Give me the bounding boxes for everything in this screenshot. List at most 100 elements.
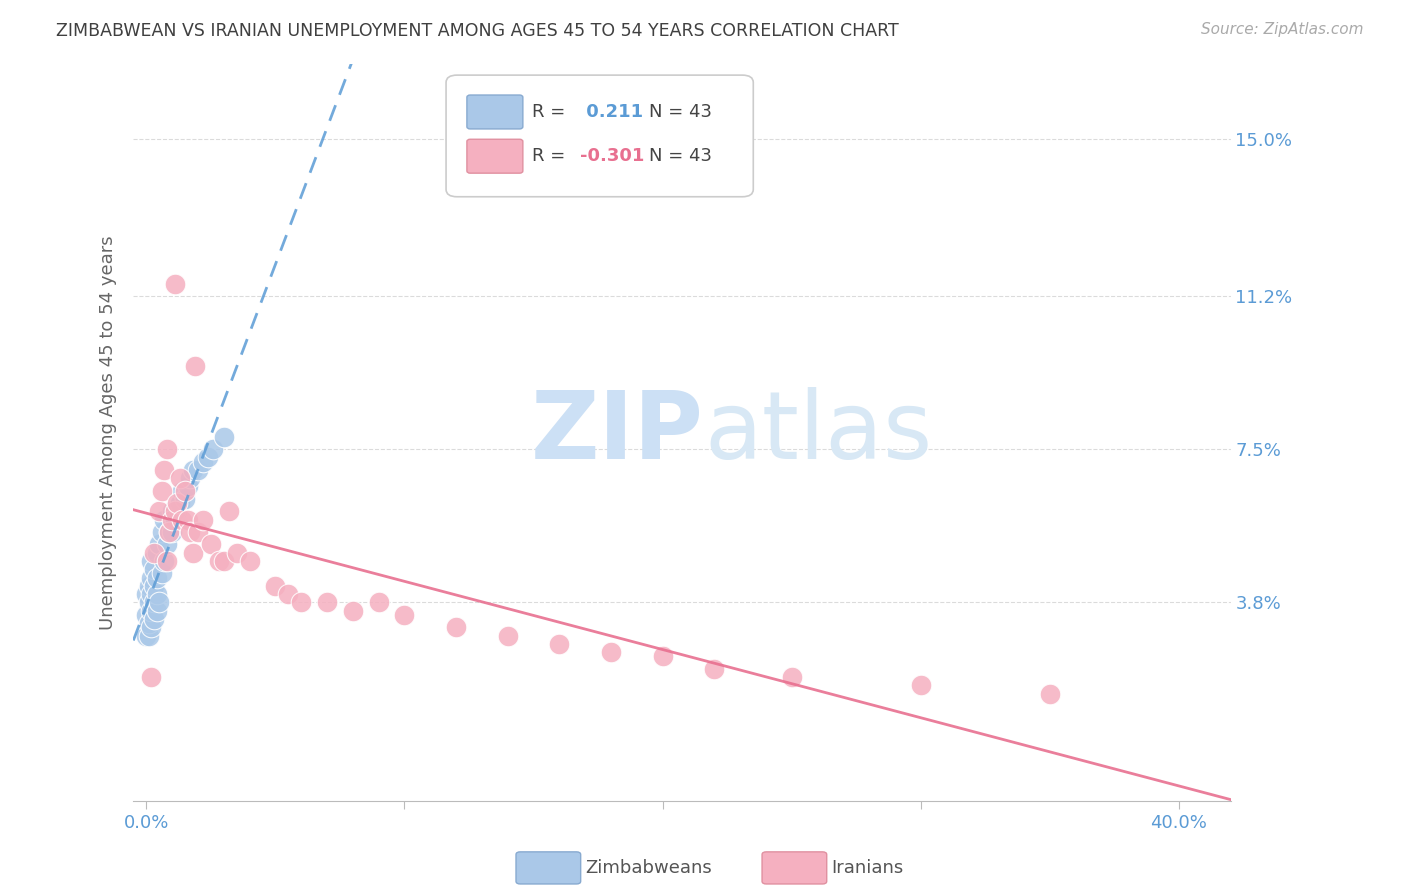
Point — [277, 587, 299, 601]
FancyBboxPatch shape — [467, 139, 523, 173]
Point — [160, 524, 183, 539]
Point — [176, 513, 198, 527]
Point — [148, 504, 170, 518]
Point — [184, 359, 207, 374]
Text: Iranians: Iranians — [831, 859, 903, 877]
Point — [181, 463, 204, 477]
Text: N = 43: N = 43 — [650, 147, 711, 165]
Point — [156, 442, 179, 457]
Point — [143, 579, 166, 593]
Point — [159, 524, 181, 539]
Point — [172, 483, 194, 498]
Point — [145, 587, 167, 601]
Point — [174, 491, 197, 506]
Point — [342, 604, 364, 618]
Point — [163, 513, 186, 527]
Point — [207, 554, 229, 568]
Y-axis label: Unemployment Among Ages 45 to 54 years: Unemployment Among Ages 45 to 54 years — [100, 235, 117, 630]
Point — [159, 524, 181, 539]
Point — [290, 595, 312, 609]
Point — [200, 537, 222, 551]
Text: 0.211: 0.211 — [579, 103, 643, 121]
Point — [153, 554, 176, 568]
Text: N = 43: N = 43 — [650, 103, 711, 121]
Point — [910, 678, 932, 692]
Point — [780, 670, 803, 684]
Text: Zimbabweans: Zimbabweans — [585, 859, 711, 877]
Point — [145, 546, 167, 560]
Point — [197, 450, 219, 465]
Point — [150, 566, 173, 581]
Point — [160, 504, 183, 518]
Point — [138, 629, 160, 643]
Text: atlas: atlas — [704, 386, 932, 479]
Point — [148, 537, 170, 551]
Point — [187, 463, 209, 477]
Point — [138, 595, 160, 609]
Point — [153, 513, 176, 527]
Point — [444, 620, 467, 634]
Point — [212, 554, 235, 568]
Point — [367, 595, 389, 609]
Point — [238, 554, 260, 568]
Point — [135, 607, 157, 622]
Point — [651, 649, 673, 664]
Text: R =: R = — [531, 103, 571, 121]
Point — [394, 607, 416, 622]
Point — [212, 430, 235, 444]
Point — [496, 629, 519, 643]
Point — [225, 546, 247, 560]
Point — [145, 604, 167, 618]
Point — [138, 579, 160, 593]
Point — [150, 483, 173, 498]
Point — [143, 546, 166, 560]
Point — [1039, 687, 1062, 701]
Point — [160, 513, 183, 527]
Text: ZIP: ZIP — [531, 386, 704, 479]
Point — [169, 496, 191, 510]
Point — [174, 483, 197, 498]
Point — [156, 537, 179, 551]
Point — [150, 524, 173, 539]
Point — [148, 595, 170, 609]
Point — [166, 504, 188, 518]
Point — [153, 463, 176, 477]
Point — [264, 579, 287, 593]
Point — [143, 562, 166, 576]
Text: -0.301: -0.301 — [579, 147, 644, 165]
Text: ZIMBABWEAN VS IRANIAN UNEMPLOYMENT AMONG AGES 45 TO 54 YEARS CORRELATION CHART: ZIMBABWEAN VS IRANIAN UNEMPLOYMENT AMONG… — [56, 22, 898, 40]
Point — [548, 637, 571, 651]
Point — [176, 479, 198, 493]
Point — [156, 554, 179, 568]
Point — [202, 442, 225, 457]
Point — [169, 471, 191, 485]
Point — [145, 571, 167, 585]
Point — [191, 455, 214, 469]
Point — [166, 496, 188, 510]
Point — [179, 471, 201, 485]
Point — [141, 670, 163, 684]
Point — [218, 504, 240, 518]
Point — [135, 629, 157, 643]
Point — [143, 612, 166, 626]
Point — [141, 604, 163, 618]
Point — [141, 587, 163, 601]
Point — [600, 645, 623, 659]
Point — [191, 513, 214, 527]
FancyBboxPatch shape — [446, 75, 754, 197]
Point — [316, 595, 339, 609]
Text: Source: ZipAtlas.com: Source: ZipAtlas.com — [1201, 22, 1364, 37]
Point — [141, 554, 163, 568]
Point — [179, 524, 201, 539]
Point — [703, 662, 725, 676]
Point — [141, 571, 163, 585]
Point — [172, 513, 194, 527]
Point — [138, 616, 160, 631]
FancyBboxPatch shape — [467, 95, 523, 129]
Text: R =: R = — [531, 147, 565, 165]
Point — [141, 620, 163, 634]
Point — [163, 504, 186, 518]
Point — [181, 546, 204, 560]
Point — [187, 524, 209, 539]
Point — [135, 587, 157, 601]
